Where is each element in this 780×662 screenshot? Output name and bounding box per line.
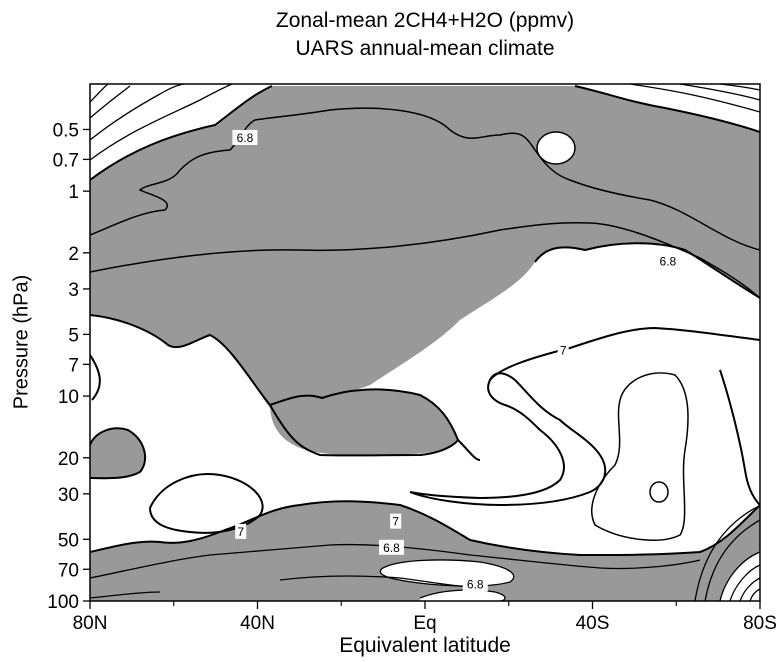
contour-line xyxy=(279,575,481,589)
contour-label-bg xyxy=(232,129,258,145)
contour-line xyxy=(90,85,273,181)
contour-line xyxy=(90,84,185,141)
x-axis: 80N 40N Eq 40S 80S xyxy=(73,601,777,634)
contour-line xyxy=(90,84,109,103)
contour-line xyxy=(749,588,760,601)
white-lower-right xyxy=(720,552,760,601)
contour-line xyxy=(489,326,760,381)
y-tick-label: 0.5 xyxy=(53,120,79,141)
y-tick-label: 7 xyxy=(68,355,79,376)
y-axis-label: Pressure (hPa) xyxy=(10,274,33,410)
contour-line xyxy=(719,369,760,506)
shaded-region-tongue xyxy=(270,389,458,456)
contour-field xyxy=(90,84,760,601)
contour-label-bg xyxy=(557,342,569,358)
contour-label-bg xyxy=(462,576,488,592)
contour-line xyxy=(90,84,233,161)
shaded-region-left-blob xyxy=(90,428,146,479)
contour-lines xyxy=(90,84,760,601)
contour-line xyxy=(649,481,669,503)
y-tick-label: 0.7 xyxy=(53,150,79,171)
y-tick-label: 50 xyxy=(58,530,79,551)
contour-line xyxy=(419,589,506,601)
contour-line xyxy=(90,591,161,599)
contour-line xyxy=(536,131,576,165)
contour-label: 6.8 xyxy=(660,254,677,268)
white-blob-upper xyxy=(537,132,575,164)
contour-line xyxy=(379,559,515,587)
y-tick-label: 30 xyxy=(58,485,79,506)
contour-label-bg xyxy=(379,539,404,555)
chart-title: Zonal-mean 2CH4+H2O (ppmv) xyxy=(275,9,575,32)
contour-label: 7 xyxy=(392,515,399,529)
contour-label: 6.8 xyxy=(383,541,400,555)
chart-subtitle: UARS annual-mean climate xyxy=(295,37,555,60)
contour-line xyxy=(739,577,760,601)
contour-line xyxy=(591,372,689,541)
contour-labels: 6.8 6.8 7 7 7 6.8 6.8 xyxy=(232,129,681,592)
contour-line xyxy=(534,242,760,299)
y-tick-label: 2 xyxy=(68,244,79,265)
contour-label: 7 xyxy=(237,525,244,539)
contour-line xyxy=(269,388,459,441)
x-axis-label: Equivalent latitude xyxy=(339,634,511,657)
y-tick-label: 5 xyxy=(68,325,79,346)
contour-line xyxy=(719,551,760,601)
shaded-region-upper xyxy=(90,86,760,410)
contour-label-bg xyxy=(235,523,247,539)
contour-line xyxy=(694,505,760,601)
y-tick-label: 10 xyxy=(58,387,79,408)
y-tick-label: 100 xyxy=(47,592,79,613)
contour-line xyxy=(90,107,760,251)
contour-line xyxy=(729,564,760,601)
contour-line xyxy=(90,85,131,119)
contour-line xyxy=(629,84,760,113)
contour-line xyxy=(90,354,101,401)
contour-line xyxy=(90,222,760,299)
contour-label: 6.8 xyxy=(237,131,254,145)
y-tick-label: 20 xyxy=(58,449,79,470)
contour-line xyxy=(90,427,147,480)
x-tick-label: 80N xyxy=(73,613,108,634)
y-tick-label: 70 xyxy=(58,560,79,581)
y-axis: 0.5 0.7 1 2 3 5 7 10 20 30 50 70 100 xyxy=(47,120,90,613)
contour-label-bg xyxy=(390,513,402,529)
contour-line xyxy=(409,372,607,507)
contour-line xyxy=(574,85,760,133)
y-tick-label: 3 xyxy=(68,280,79,301)
contour-label-bg xyxy=(655,253,681,269)
y-tick-label: 1 xyxy=(68,182,79,203)
shaded-region-lower xyxy=(90,501,760,601)
contour-line xyxy=(90,314,481,461)
x-tick-label: 80S xyxy=(743,613,777,634)
contour-label: 7 xyxy=(560,344,567,358)
contour-line xyxy=(90,500,760,557)
x-tick-label: Eq xyxy=(413,613,436,634)
contour-line xyxy=(679,84,760,101)
x-tick-label: 40S xyxy=(576,613,610,634)
contour-line xyxy=(704,519,760,601)
contour-label: 6.8 xyxy=(467,577,484,591)
x-tick-label: 40N xyxy=(240,613,275,634)
